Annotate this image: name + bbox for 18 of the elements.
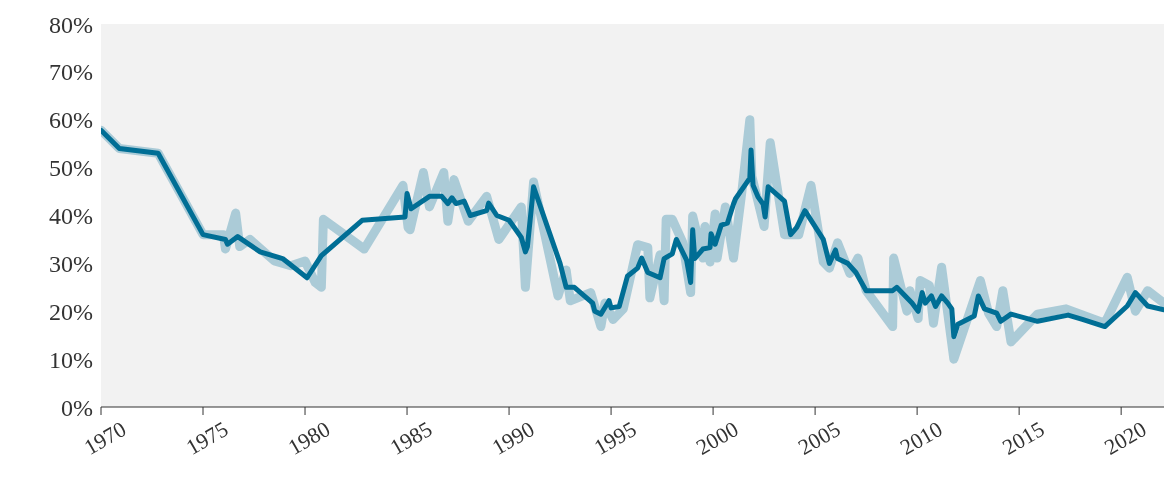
x-tick-label: 2010 — [895, 416, 947, 460]
x-tick-label: 2020 — [1099, 416, 1151, 460]
x-tick-label: 1985 — [385, 416, 437, 460]
y-tick-label: 10% — [49, 346, 93, 373]
y-tick-label: 80% — [49, 11, 93, 38]
y-tick-label: 50% — [49, 155, 93, 182]
y-tick-label: 20% — [49, 298, 93, 325]
x-tick-label: 2015 — [997, 416, 1049, 460]
x-tick-label: 2005 — [793, 416, 845, 460]
y-tick-label: 30% — [49, 250, 93, 277]
y-tick-label: 60% — [49, 107, 93, 134]
x-tick-label: 1980 — [283, 416, 335, 460]
x-tick-label: 1990 — [487, 416, 539, 460]
x-tick-label: 1975 — [181, 416, 233, 460]
y-tick-label: 40% — [49, 203, 93, 230]
x-tick-label: 1995 — [589, 416, 641, 460]
x-tick-label: 2000 — [691, 416, 743, 460]
y-tick-label: 70% — [49, 59, 93, 86]
